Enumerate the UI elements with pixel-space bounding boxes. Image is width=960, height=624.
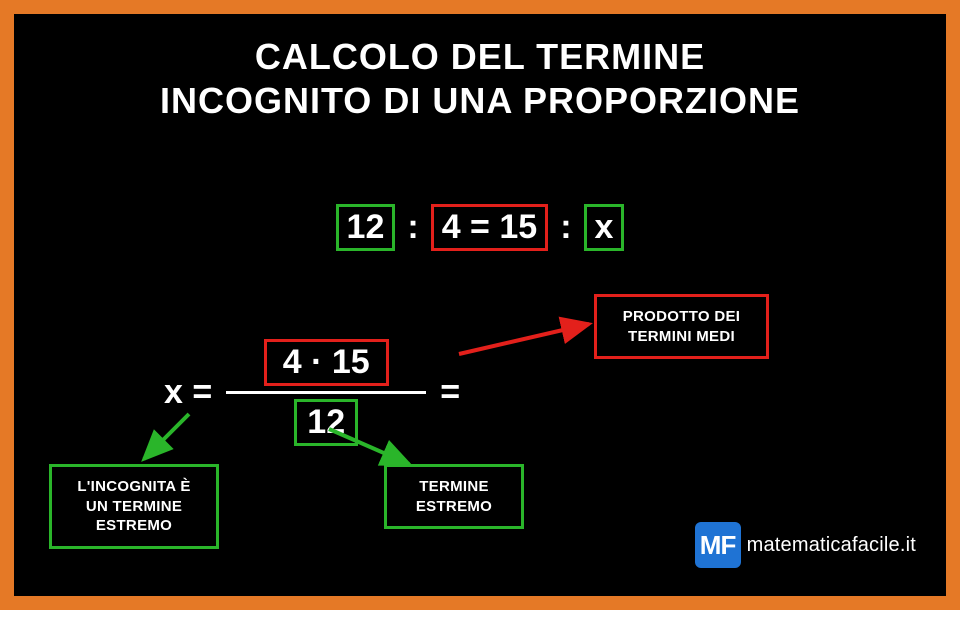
callout-incognita-estremo: L'INCOGNITA ÈUN TERMINEESTREMO [49,464,219,549]
proportion-row: 12 : 4 = 15 : x [14,204,946,251]
proportion-term-1: 12 [336,204,396,251]
proportion-term-x: x [584,204,625,251]
fraction-numerator: 4 · 15 [264,339,389,386]
fraction-bar [226,391,426,394]
callout-prodotto-medi: PRODOTTO DEITERMINI MEDI [594,294,769,359]
fraction-denominator: 12 [294,399,358,446]
formula-rhs: = [440,373,460,412]
proportion-mid: 4 = 15 [431,204,548,251]
formula-lhs: x = [164,373,212,412]
logo-badge: MF [695,522,741,568]
proportion-sep-2: : [558,208,573,247]
outer-frame: CALCOLO DEL TERMINE INCOGNITO DI UNA PRO… [0,0,960,610]
callout-termine-estremo: TERMINEESTREMO [384,464,524,529]
title-line-2: INCOGNITO DI UNA PROPORZIONE [14,80,946,122]
title-line-1: CALCOLO DEL TERMINE [14,36,946,78]
logo: MF matematicafacile.it [695,522,916,568]
logo-text: matematicafacile.it [747,534,916,557]
proportion-sep-1: : [405,208,420,247]
board: CALCOLO DEL TERMINE INCOGNITO DI UNA PRO… [14,14,946,596]
fraction: 4 · 15 12 [226,339,426,446]
title-block: CALCOLO DEL TERMINE INCOGNITO DI UNA PRO… [14,36,946,122]
formula: x = 4 · 15 12 = [164,339,460,446]
